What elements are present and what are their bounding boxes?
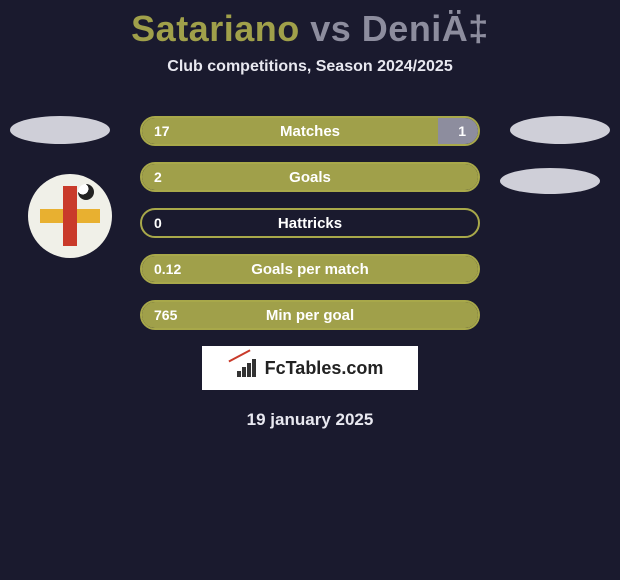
stat-value-player1: 0 bbox=[154, 215, 162, 231]
stat-bars-container: 17 1 Matches 2 Goals 0 Hattricks 0.12 Goals per … bbox=[140, 116, 480, 330]
stat-label: Matches bbox=[280, 123, 340, 140]
vs-text: vs bbox=[310, 8, 351, 49]
stat-row: 17 1 Matches bbox=[140, 116, 480, 146]
player1-marker-ellipse bbox=[10, 116, 110, 144]
player1-club-badge bbox=[28, 174, 112, 258]
stat-row: 0 Hattricks bbox=[140, 208, 480, 238]
stat-label: Hattricks bbox=[278, 215, 342, 232]
stat-label: Goals per match bbox=[251, 261, 369, 278]
bar-chart-icon bbox=[237, 359, 259, 377]
stat-value-player1: 0.12 bbox=[154, 261, 181, 277]
stat-value-player2: 1 bbox=[458, 123, 466, 139]
player2-secondary-ellipse bbox=[500, 168, 600, 194]
stat-row: 0.12 Goals per match bbox=[140, 254, 480, 284]
stat-value-player1: 765 bbox=[154, 307, 177, 323]
player2-name: DeniÄ‡ bbox=[362, 8, 489, 49]
player2-marker-ellipse bbox=[510, 116, 610, 144]
stat-value-player1: 17 bbox=[154, 123, 170, 139]
badge-graphic bbox=[40, 186, 100, 246]
comparison-title: Satariano vs DeniÄ‡ bbox=[0, 0, 620, 50]
stat-label: Min per goal bbox=[266, 307, 354, 324]
stat-row: 2 Goals bbox=[140, 162, 480, 192]
stat-value-player1: 2 bbox=[154, 169, 162, 185]
badge-ball-icon bbox=[78, 184, 94, 200]
stat-row: 765 Min per goal bbox=[140, 300, 480, 330]
brand-box[interactable]: FcTables.com bbox=[202, 346, 418, 390]
subtitle: Club competitions, Season 2024/2025 bbox=[0, 58, 620, 76]
badge-stripe-vertical bbox=[63, 186, 77, 246]
brand-name: FcTables.com bbox=[265, 358, 384, 379]
snapshot-date: 19 january 2025 bbox=[0, 410, 620, 430]
stat-label: Goals bbox=[289, 169, 331, 186]
stats-area: 17 1 Matches 2 Goals 0 Hattricks 0.12 Goals per … bbox=[0, 116, 620, 330]
player1-name: Satariano bbox=[131, 8, 300, 49]
